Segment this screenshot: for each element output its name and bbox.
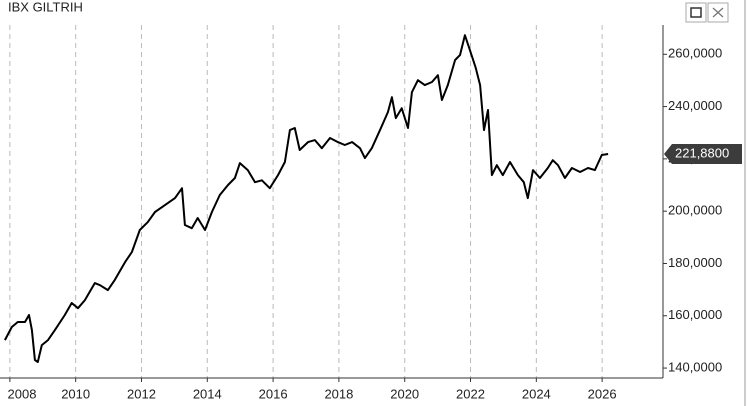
x-tick-label: 2018 [324, 386, 353, 401]
y-tick-label: 260,0000 [668, 46, 722, 61]
x-tick-label: 2008 [8, 386, 37, 401]
window-buttons[interactable] [685, 2, 729, 23]
y-tick-label: 160,0000 [668, 307, 722, 322]
y-tick-label: 200,0000 [668, 203, 722, 218]
y-tick-label: 240,0000 [668, 98, 722, 113]
current-value-label: 221,8800 [675, 145, 729, 160]
x-tick-label: 2026 [588, 386, 617, 401]
plot [4, 34, 609, 363]
x-tick-label: 2010 [61, 386, 90, 401]
close-icon [712, 7, 724, 18]
price-line [4, 34, 609, 363]
maximize-icon [690, 7, 702, 18]
x-tick-label: 2016 [259, 386, 288, 401]
grid [9, 25, 603, 378]
chart-title: IBX GILTRIH [8, 0, 83, 14]
x-tick-label: 2012 [127, 386, 156, 401]
x-tick-label: 2020 [390, 386, 419, 401]
current-value-box [664, 143, 742, 164]
x-tick-label: 2014 [193, 386, 222, 401]
y-tick-label: 140,0000 [668, 360, 722, 375]
maximize-button[interactable] [685, 2, 707, 23]
x-tick-label: 2022 [456, 386, 485, 401]
y-tick-label: 180,0000 [668, 255, 722, 270]
x-tick-label: 2024 [522, 386, 551, 401]
